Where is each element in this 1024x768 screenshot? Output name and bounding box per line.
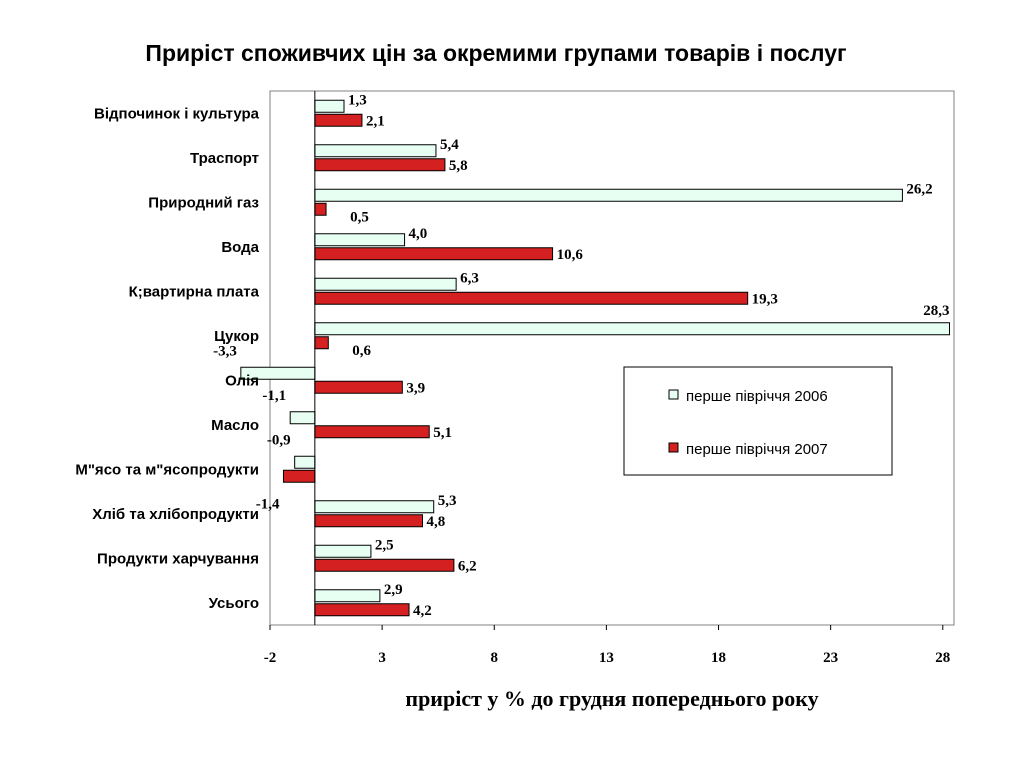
category-label-cat-4: К;вартирна плата — [129, 283, 260, 300]
value-label-2006-cat-11: 2,9 — [384, 582, 403, 598]
category-labels: Відпочинок і культура Траспорт Природний г… — [75, 105, 259, 612]
value-label-2006-cat-1: 5,4 — [440, 137, 459, 153]
bar-2007-cat-8 — [282, 469, 316, 483]
legend: перше півріччя 2006 перше півріччя 2007 — [623, 366, 893, 476]
bar-2007-cat-6 — [314, 380, 403, 394]
category-label-cat-3: Вода — [221, 239, 259, 256]
value-label-2007-cat-8: -1,4 — [256, 496, 280, 512]
category-label-cat-11: Усього — [209, 595, 259, 612]
category-label-cat-0: Відпочинок і культура — [94, 105, 260, 122]
x-tick-label-5: 23 — [823, 650, 838, 666]
chart-title: Приріст споживчих цін за окремими групам… — [145, 40, 847, 66]
value-label-2007-cat-10: 6,2 — [458, 558, 477, 574]
value-label-2007-cat-11: 4,2 — [413, 603, 432, 619]
value-label-2006-cat-8: -0,9 — [267, 432, 291, 448]
category-label-cat-2: Природний газ — [148, 194, 259, 211]
bar-2007-cat-10 — [314, 558, 455, 572]
value-label-2006-cat-5: 28,3 — [923, 303, 949, 319]
category-label-cat-10: Продукти харчування — [97, 550, 259, 567]
x-tick-label-2: 8 — [491, 650, 499, 666]
category-label-cat-1: Траспорт — [190, 150, 259, 167]
x-axis-label: приріст у % до грудня попереднього року — [405, 686, 818, 711]
category-label-cat-5: Цукор — [214, 328, 259, 345]
legend-swatch-2007 — [668, 442, 679, 453]
value-label-2007-cat-6: 3,9 — [406, 380, 425, 396]
bar-2007-cat-5 — [314, 336, 329, 350]
x-tick-label-6: 28 — [935, 650, 950, 666]
value-label-2006-cat-3: 4,0 — [409, 226, 428, 242]
value-label-2007-cat-7: 5,1 — [433, 425, 452, 441]
bar-2006-cat-7 — [289, 411, 316, 425]
value-label-2007-cat-0: 2,1 — [366, 113, 385, 129]
category-label-cat-6: Олія — [225, 372, 259, 389]
bar-2007-cat-1 — [314, 158, 446, 172]
value-label-2007-cat-9: 4,8 — [426, 514, 445, 530]
bar-2007-cat-4 — [314, 291, 749, 305]
value-label-2006-cat-2: 26,2 — [906, 181, 932, 197]
value-label-2007-cat-1: 5,8 — [449, 158, 468, 174]
category-label-cat-9: Хліб та хлібопродукти — [92, 506, 259, 523]
bar-2006-cat-0 — [314, 99, 345, 113]
category-label-cat-8: М"ясо та м"ясопродукти — [75, 461, 259, 478]
value-label-2006-cat-10: 2,5 — [375, 537, 394, 553]
bar-2007-cat-7 — [314, 425, 430, 439]
bar-2006-cat-11 — [314, 589, 381, 603]
bar-2006-cat-9 — [314, 500, 435, 514]
value-labels: 1,3 2,1 5,4 5,8 26,2 0,5 4,0 10,6 6,3 19,3 28,3 0,6… — [213, 92, 949, 619]
bar-2007-cat-0 — [314, 113, 363, 127]
bar-2006-cat-8 — [294, 455, 316, 469]
value-label-2006-cat-0: 1,3 — [348, 92, 367, 108]
value-label-2007-cat-4: 19,3 — [752, 291, 778, 307]
value-label-2007-cat-3: 10,6 — [557, 247, 584, 263]
bar-2006-cat-4 — [314, 277, 457, 291]
value-label-2006-cat-7: -1,1 — [262, 388, 286, 404]
bar-2006-cat-1 — [314, 144, 437, 158]
x-tick-label-1: 3 — [378, 650, 386, 666]
bar-2006-cat-10 — [314, 544, 372, 558]
legend-swatch-2006 — [668, 389, 679, 400]
bar-2007-cat-9 — [314, 514, 423, 528]
bar-2007-cat-3 — [314, 247, 554, 261]
legend-label-2006: перше півріччя 2006 — [686, 388, 828, 405]
bar-2006-cat-5 — [314, 322, 951, 336]
x-tick-label-4: 18 — [711, 650, 726, 666]
category-label-cat-7: Масло — [211, 417, 259, 434]
x-tick-label-0: -2 — [264, 650, 277, 666]
value-label-2006-cat-4: 6,3 — [460, 270, 479, 286]
value-label-2006-cat-6: -3,3 — [213, 343, 237, 359]
bar-2007-cat-2 — [314, 202, 327, 216]
x-axis-ticks: -2 3 8 13 18 23 28 — [264, 625, 950, 666]
value-label-2007-cat-2: 0,5 — [350, 209, 369, 225]
legend-label-2007: перше півріччя 2007 — [686, 441, 828, 458]
bar-2006-cat-3 — [314, 233, 406, 247]
x-tick-label-3: 13 — [599, 650, 614, 666]
bar-2007-cat-11 — [314, 603, 410, 617]
bar-2006-cat-2 — [314, 188, 903, 202]
value-label-2006-cat-9: 5,3 — [438, 493, 457, 509]
plot-area — [269, 90, 955, 626]
value-label-2007-cat-5: 0,6 — [352, 343, 371, 359]
legend-box — [623, 366, 893, 476]
